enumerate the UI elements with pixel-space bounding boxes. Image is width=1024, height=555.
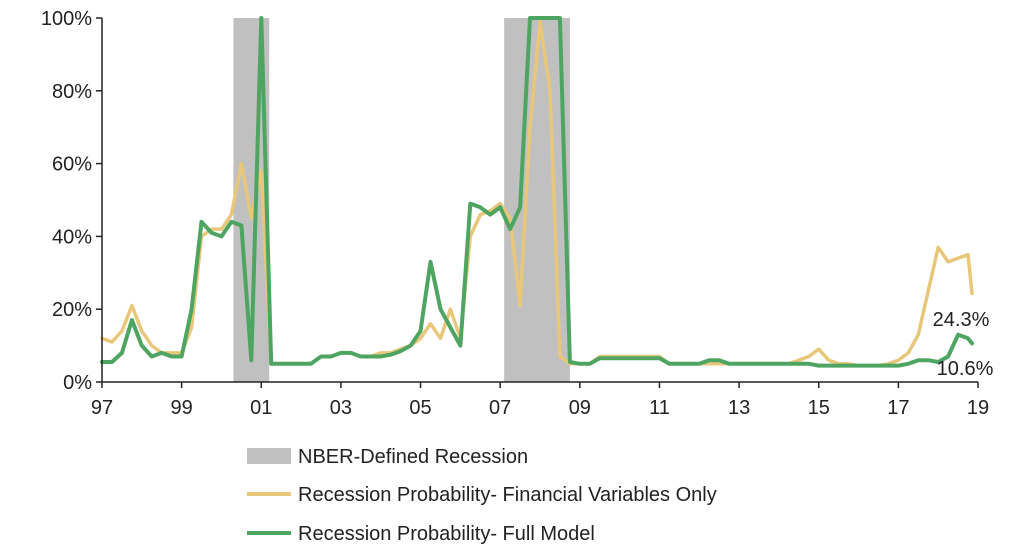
end-labels: 24.3% 10.6% xyxy=(933,309,994,380)
x-tick-label: 17 xyxy=(887,397,909,419)
x-tick-label: 19 xyxy=(967,397,989,419)
legend: NBER-Defined Recession Recession Probabi… xyxy=(247,446,717,545)
y-tick-label: 60% xyxy=(52,154,92,176)
financial-variables-line xyxy=(100,19,974,368)
x-tick-label: 01 xyxy=(250,397,272,419)
x-tick-labels: 97 99 01 03 05 07 09 11 13 15 17 19 xyxy=(91,382,989,419)
y-tick-label: 80% xyxy=(52,81,92,103)
x-tick-label: 13 xyxy=(728,397,750,419)
legend-swatch-recession xyxy=(247,448,291,464)
x-tick-label: 09 xyxy=(569,397,591,419)
x-tick-label: 15 xyxy=(808,397,830,419)
legend-label-financial: Recession Probability- Financial Variabl… xyxy=(298,484,717,506)
x-tick-label: 07 xyxy=(489,397,511,419)
end-label-full-model: 10.6% xyxy=(937,358,994,380)
x-tick-label: 05 xyxy=(409,397,431,419)
y-tick-label: 20% xyxy=(52,299,92,321)
series-lines xyxy=(100,16,974,368)
y-tick-label: 0% xyxy=(63,372,92,394)
x-tick-label: 03 xyxy=(330,397,352,419)
legend-label-full-model: Recession Probability- Full Model xyxy=(298,523,595,545)
x-tick-label: 97 xyxy=(91,397,113,419)
end-label-financial: 24.3% xyxy=(933,309,990,331)
y-tick-labels: 0% 20% 40% 60% 80% 100% xyxy=(41,8,102,394)
x-tick-label: 99 xyxy=(171,397,193,419)
full-model-line xyxy=(100,16,974,368)
legend-label-recession: NBER-Defined Recession xyxy=(298,446,528,468)
y-tick-label: 40% xyxy=(52,226,92,248)
x-tick-label: 11 xyxy=(649,397,670,419)
y-tick-label: 100% xyxy=(41,8,92,30)
axes xyxy=(101,18,978,383)
